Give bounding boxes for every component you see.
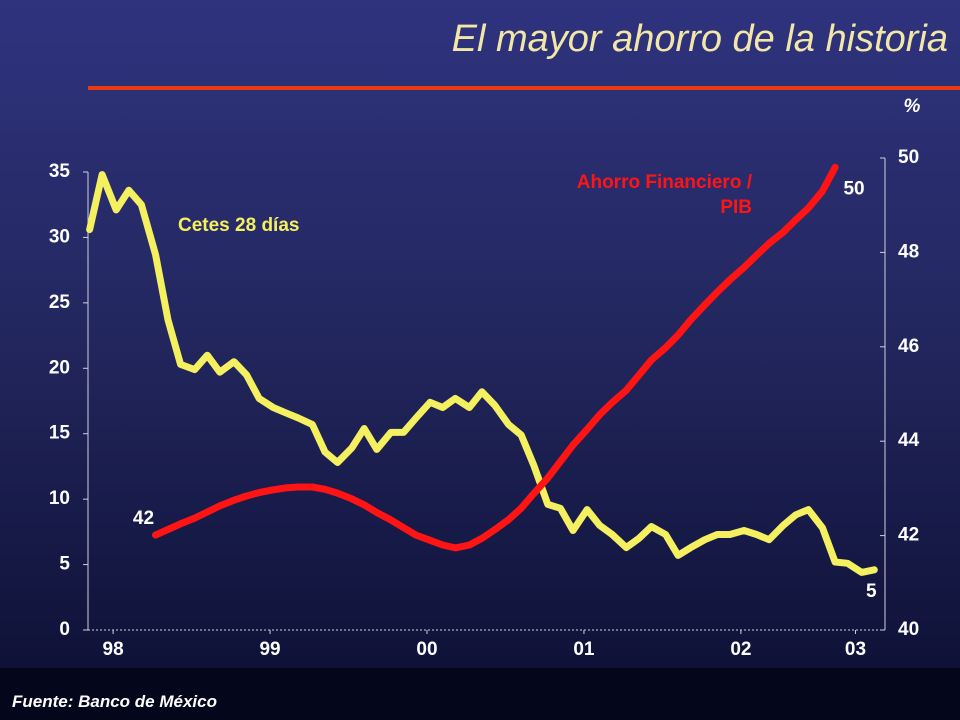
y-tick-label: 20: [49, 357, 70, 378]
y2-tick-label: 40: [898, 619, 919, 640]
series-label: Ahorro Financiero / PIB: [576, 172, 752, 218]
y-tick-label: 5: [59, 554, 70, 575]
x-tick-label: 00: [416, 639, 437, 660]
series-line: [86, 171, 878, 576]
x-tick-label: 02: [730, 639, 751, 660]
series-label: Cetes 28 días: [178, 215, 300, 236]
value-label: 5: [866, 581, 877, 602]
y2-axis-label: %: [904, 96, 921, 117]
y-tick-label: 25: [49, 292, 71, 313]
value-label: 50: [843, 178, 864, 199]
y-tick-label: 0: [59, 619, 70, 640]
x-tick-label: 03: [845, 639, 866, 660]
y2-tick-label: 44: [898, 430, 920, 451]
y-tick-label: 35: [49, 161, 71, 182]
value-label: 42: [133, 508, 154, 529]
y2-tick-label: 50: [898, 147, 919, 168]
series-line: [152, 163, 839, 552]
x-tick-label: 01: [573, 639, 595, 660]
y-tick-label: 15: [49, 423, 71, 444]
y-tick-label: 10: [49, 488, 70, 509]
footer-band: [0, 668, 960, 720]
source-note: Fuente: Banco de México: [12, 692, 217, 711]
y2-tick-label: 42: [898, 525, 919, 546]
y2-tick-label: 48: [898, 241, 919, 262]
y-tick-label: 30: [49, 226, 70, 247]
y2-tick-label: 46: [898, 336, 919, 357]
slide-title: El mayor ahorro de la historia: [451, 18, 948, 60]
x-tick-label: 99: [259, 639, 280, 660]
x-tick-label: 98: [103, 639, 124, 660]
